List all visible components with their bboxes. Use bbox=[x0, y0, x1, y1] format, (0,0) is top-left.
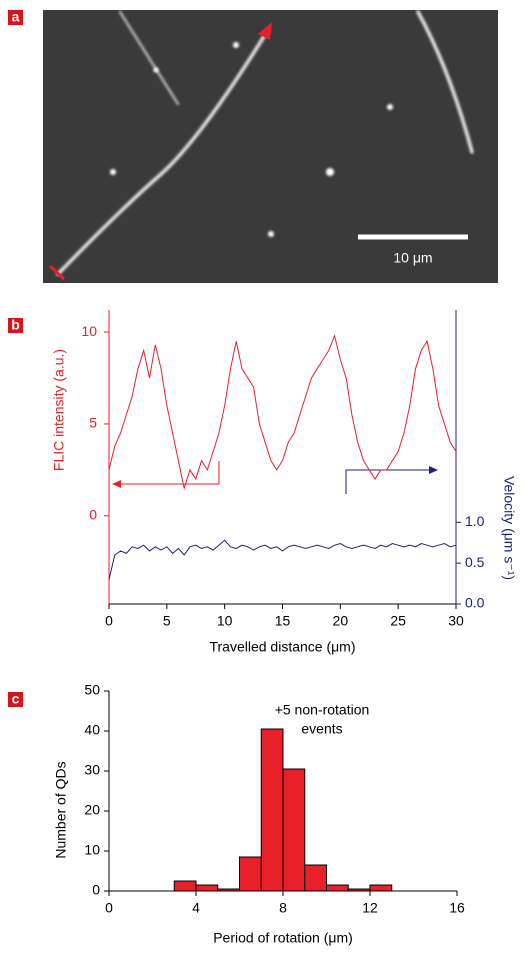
bar bbox=[239, 856, 262, 892]
annotation: events bbox=[301, 721, 342, 737]
dots bbox=[110, 42, 393, 237]
x-tick-label: 20 bbox=[333, 613, 349, 629]
arrowhead bbox=[112, 480, 121, 488]
panel-badge bbox=[8, 318, 23, 333]
dot bbox=[233, 42, 239, 48]
dot bbox=[268, 231, 274, 237]
x-tick-label: 0 bbox=[105, 900, 113, 916]
bar bbox=[282, 768, 306, 892]
y-axis-title: Number of QDs bbox=[53, 761, 69, 858]
y2-tick-label: 0.0 bbox=[465, 595, 485, 611]
y-tick-label: 50 bbox=[84, 682, 100, 698]
dot bbox=[153, 67, 159, 73]
y-axis-title: FLIC intensity (a.u.) bbox=[51, 349, 67, 471]
y-tick-label: 5 bbox=[89, 415, 97, 431]
y-tick-label: 20 bbox=[84, 802, 100, 818]
y-tick-label: 10 bbox=[84, 842, 100, 858]
y2-axis-title: Velocity (μm s⁻¹) bbox=[501, 476, 517, 580]
scale-bar-label: 10 μm bbox=[393, 250, 432, 266]
arrowhead bbox=[429, 466, 438, 474]
bar bbox=[326, 884, 349, 892]
x-tick-label: 5 bbox=[163, 613, 171, 629]
x-tick-label: 30 bbox=[448, 613, 464, 629]
filaments bbox=[56, 10, 474, 276]
panel-label: a bbox=[12, 9, 20, 25]
y2-tick-label: 0.5 bbox=[465, 554, 485, 570]
x-tick-label: 12 bbox=[362, 900, 378, 916]
series-line bbox=[108, 334, 457, 491]
filament bbox=[118, 10, 180, 106]
panel-badge bbox=[8, 10, 23, 25]
x-tick-label: 25 bbox=[390, 613, 406, 629]
x-tick-label: 4 bbox=[192, 900, 200, 916]
arrowhead bbox=[258, 22, 272, 40]
bar bbox=[195, 884, 219, 892]
start-mark bbox=[48, 264, 66, 281]
annotation: +5 non-rotation bbox=[275, 702, 370, 718]
y-tick-label: 10 bbox=[81, 323, 97, 339]
x-tick-label: 8 bbox=[279, 900, 287, 916]
x-axis-title: Travelled distance (μm) bbox=[209, 639, 355, 655]
filament bbox=[416, 10, 474, 154]
panel-label: b bbox=[11, 317, 20, 333]
dot bbox=[326, 168, 334, 176]
y-tick-label: 30 bbox=[84, 762, 100, 778]
image-background bbox=[43, 10, 498, 283]
dot bbox=[110, 169, 116, 175]
y-tick-label: 0 bbox=[92, 882, 100, 898]
x-tick-label: 0 bbox=[105, 613, 113, 629]
dot bbox=[387, 104, 393, 110]
x-tick-label: 10 bbox=[217, 613, 233, 629]
annotation-arrows bbox=[112, 461, 438, 494]
x-tick-label: 16 bbox=[449, 900, 465, 916]
panel-badge bbox=[8, 692, 23, 707]
panel-label: c bbox=[12, 691, 20, 707]
y-tick-label: 0 bbox=[89, 507, 97, 523]
x-tick-label: 15 bbox=[275, 613, 291, 629]
filament bbox=[56, 28, 270, 276]
arrow bbox=[118, 461, 220, 485]
micrograph: 10 μm bbox=[43, 10, 498, 283]
series-line bbox=[108, 539, 457, 580]
y-tick-label: 40 bbox=[84, 722, 100, 738]
x-axis-title: Period of rotation (μm) bbox=[213, 930, 353, 946]
bar bbox=[304, 864, 327, 892]
arrow bbox=[345, 469, 432, 494]
bar bbox=[369, 884, 393, 892]
y2-tick-label: 1.0 bbox=[465, 513, 485, 529]
bar bbox=[260, 728, 284, 892]
bar bbox=[173, 880, 197, 892]
